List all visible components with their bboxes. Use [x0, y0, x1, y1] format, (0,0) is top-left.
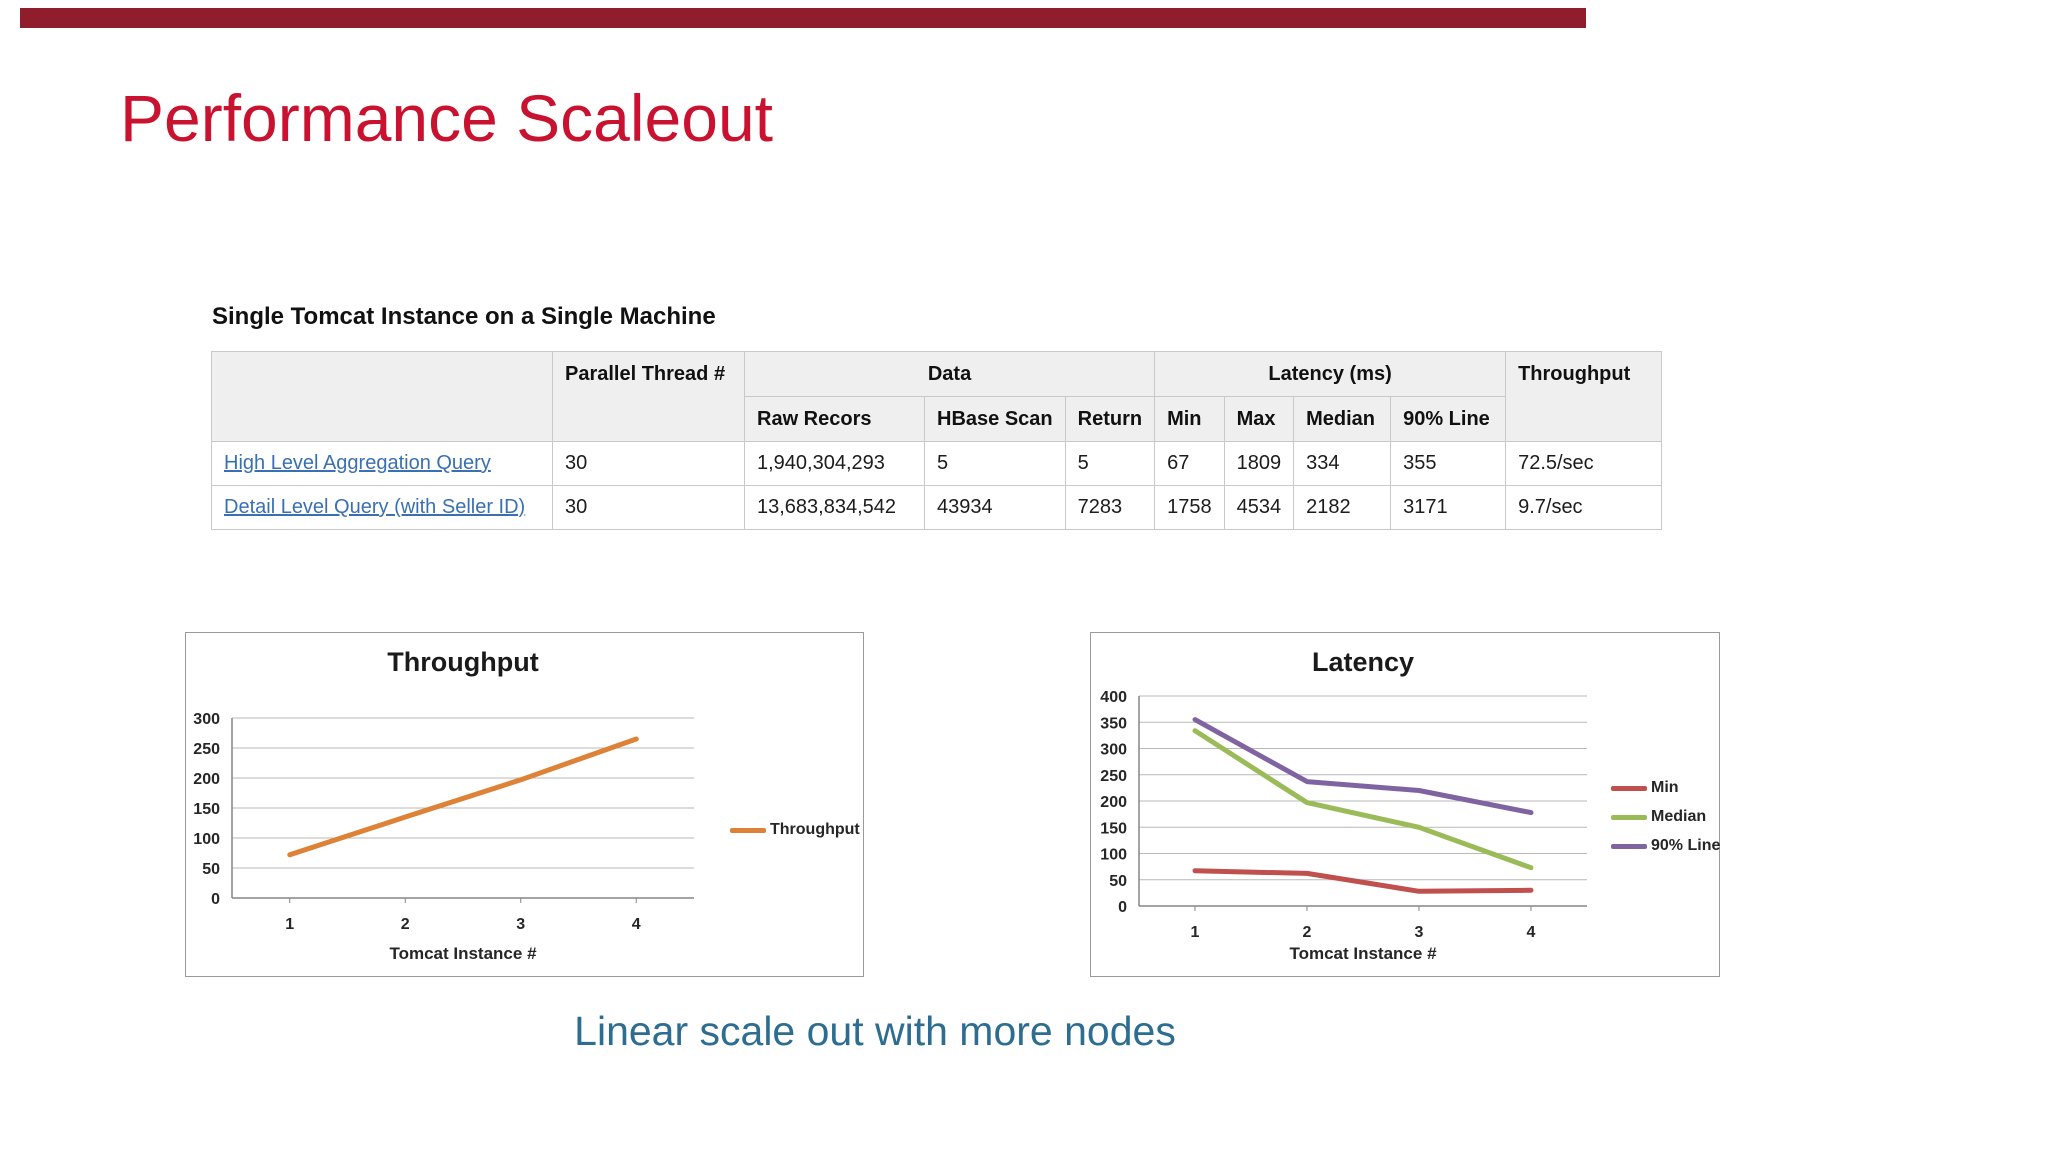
x-tick-label: 4: [632, 916, 641, 933]
header-throughput: Throughput: [1505, 351, 1663, 442]
cell-throughput: 72.5/sec: [1505, 441, 1663, 486]
cell-parallel: 30: [552, 485, 745, 530]
table-header-row-groups: Parallel Thread # Data Latency (ms) Thro…: [211, 351, 1663, 442]
y-tick-label: 400: [1100, 689, 1127, 706]
table-title: Single Tomcat Instance on a Single Machi…: [212, 303, 716, 330]
y-tick-label: 0: [211, 891, 220, 908]
latency-plot-area: 0 50 100 150 200 250 300 350 400 1 2 3 4: [1100, 689, 1587, 941]
cell-hbase-scan: 43934: [924, 485, 1066, 530]
throughput-legend: Throughput: [730, 821, 860, 839]
series-line-throughput: [287, 736, 639, 858]
series-line-median: [1192, 728, 1534, 871]
y-tick-label: 350: [1100, 715, 1127, 732]
x-tick-label: 2: [401, 916, 410, 933]
y-tick-label: 250: [193, 741, 220, 758]
x-axis-label: Tomcat Instance #: [389, 944, 537, 963]
y-tick-label: 150: [1100, 820, 1127, 837]
legend-item: 90% Line: [1611, 837, 1720, 855]
legend-label: Median: [1651, 808, 1707, 825]
cell-min: 1758: [1154, 485, 1225, 530]
legend-swatch-icon: [1611, 785, 1647, 791]
chart-title: Throughput: [387, 647, 539, 677]
header-median: Median: [1293, 396, 1392, 442]
y-tick-label: 150: [193, 801, 220, 818]
y-tick-label: 50: [1109, 873, 1127, 890]
cell-hbase-scan: 5: [924, 441, 1066, 486]
header-empty-cell: [211, 351, 553, 442]
header-raw-records: Raw Recors: [744, 396, 925, 442]
legend-swatch-icon: [730, 827, 766, 833]
y-tick-label: 250: [1100, 768, 1127, 785]
x-tick-label: 3: [516, 916, 525, 933]
legend-label: Throughput: [770, 821, 860, 838]
y-tick-label: 300: [193, 711, 220, 728]
table-header-row-sub: Raw Recors HBase Scan Return Min Max Med…: [212, 396, 1662, 442]
y-tick-label: 100: [193, 831, 220, 848]
cell-90-line: 355: [1390, 441, 1507, 486]
performance-table: Parallel Thread # Data Latency (ms) Thro…: [211, 351, 1663, 530]
x-tick-label: 4: [1527, 924, 1536, 941]
header-90-line: 90% Line: [1390, 396, 1507, 442]
y-tick-label: 200: [193, 771, 220, 788]
cell-median: 334: [1293, 441, 1392, 486]
y-tick-label: 0: [1118, 899, 1127, 916]
legend-item: Throughput: [730, 821, 860, 839]
page-title: Performance Scaleout: [120, 81, 774, 155]
cell-max: 4534: [1223, 485, 1295, 530]
cell-min: 67: [1154, 441, 1225, 486]
cell-raw-records: 13,683,834,542: [744, 485, 925, 530]
throughput-chart: Throughput 0 50 100 150 200 250 300 1 2 3 4 Throug…: [185, 632, 864, 977]
throughput-plot-area: 0 50 100 150 200 250 300 1 2 3 4: [193, 711, 694, 933]
latency-chart: Latency 0 50 100 150 200 250 300 350 400 1 2 3 4 Min…: [1090, 632, 1720, 977]
series-line-min: [1192, 868, 1534, 894]
x-tick-label: 2: [1303, 924, 1312, 941]
header-data-group: Data: [743, 351, 1156, 397]
legend-label: 90% Line: [1651, 837, 1721, 854]
chart-title: Latency: [1311, 647, 1415, 677]
y-tick-label: 200: [1100, 794, 1127, 811]
cell-raw-records: 1,940,304,293: [744, 441, 925, 486]
x-axis-label: Tomcat Instance #: [1289, 944, 1437, 963]
table-row: High Level Aggregation Query 30 1,940,30…: [211, 441, 1663, 486]
detail-level-query-link[interactable]: Detail Level Query (with Seller ID): [224, 496, 526, 518]
legend-item: Min: [1611, 779, 1720, 797]
header-hbase-scan: HBase Scan: [924, 396, 1066, 442]
header-parallel-thread: Parallel Thread #: [552, 351, 745, 442]
series-line-90-line: [1192, 717, 1534, 816]
legend-swatch-icon: [1611, 843, 1647, 849]
cell-throughput: 9.7/sec: [1505, 485, 1663, 530]
latency-legend: Min Median 90% Line: [1611, 779, 1720, 855]
y-tick-label: 50: [202, 861, 220, 878]
cell-return: 5: [1064, 441, 1156, 486]
cell-return: 7283: [1064, 485, 1156, 530]
header-min: Min: [1154, 396, 1225, 442]
x-tick-label: 3: [1415, 924, 1424, 941]
header-return: Return: [1064, 396, 1156, 442]
legend-swatch-icon: [1611, 814, 1647, 820]
x-tick-label: 1: [285, 916, 294, 933]
header-max: Max: [1223, 396, 1295, 442]
top-accent-bar: [20, 8, 1586, 28]
cell-parallel: 30: [552, 441, 745, 486]
caption-text: Linear scale out with more nodes: [574, 1008, 1176, 1054]
legend-item: Median: [1611, 808, 1720, 826]
cell-median: 2182: [1293, 485, 1392, 530]
y-tick-label: 300: [1100, 742, 1127, 759]
header-latency-group: Latency (ms): [1154, 351, 1507, 397]
y-tick-label: 100: [1100, 847, 1127, 864]
cell-90-line: 3171: [1390, 485, 1507, 530]
legend-label: Min: [1651, 779, 1679, 796]
high-level-aggregation-query-link[interactable]: High Level Aggregation Query: [224, 452, 491, 474]
cell-max: 1809: [1223, 441, 1295, 486]
x-tick-label: 1: [1191, 924, 1200, 941]
table-row: Detail Level Query (with Seller ID) 30 1…: [211, 485, 1663, 530]
